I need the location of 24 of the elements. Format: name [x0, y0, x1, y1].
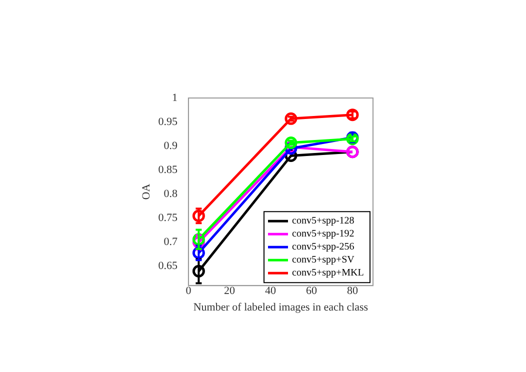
legend-label: conv5+spp-128: [292, 216, 354, 227]
x-tick-label: 0: [186, 285, 192, 298]
point: [284, 112, 298, 125]
x-tick-label: 80: [346, 285, 358, 298]
x-tick-label: 20: [224, 285, 236, 298]
y-tick-label: 0.8: [164, 188, 178, 200]
y-tick-label: 0.85: [158, 164, 178, 176]
legend-label: conv5+spp+SV: [292, 254, 356, 266]
x-axis-title: Number of labeled images in each class: [193, 301, 368, 314]
x-tick-label: 40: [264, 285, 276, 298]
y-axis-title: OA: [140, 184, 152, 200]
y-tick-label: 0.75: [158, 212, 178, 224]
point: [284, 136, 298, 149]
point: [192, 210, 205, 222]
legend-label: conv5+spp+MKL: [292, 268, 364, 279]
point: [192, 264, 205, 278]
y-tick-label: 1: [172, 92, 178, 104]
y-tick-label: 0.7: [164, 236, 178, 248]
y-tick-label: 0.65: [158, 260, 178, 272]
legend-label: conv5+spp-192: [292, 228, 354, 240]
y-tick-label: 0.9: [164, 140, 178, 152]
y-tick-label: 0.95: [158, 116, 178, 128]
x-tick-label: 60: [306, 285, 318, 298]
legend-label: conv5+spp-256: [292, 242, 354, 253]
